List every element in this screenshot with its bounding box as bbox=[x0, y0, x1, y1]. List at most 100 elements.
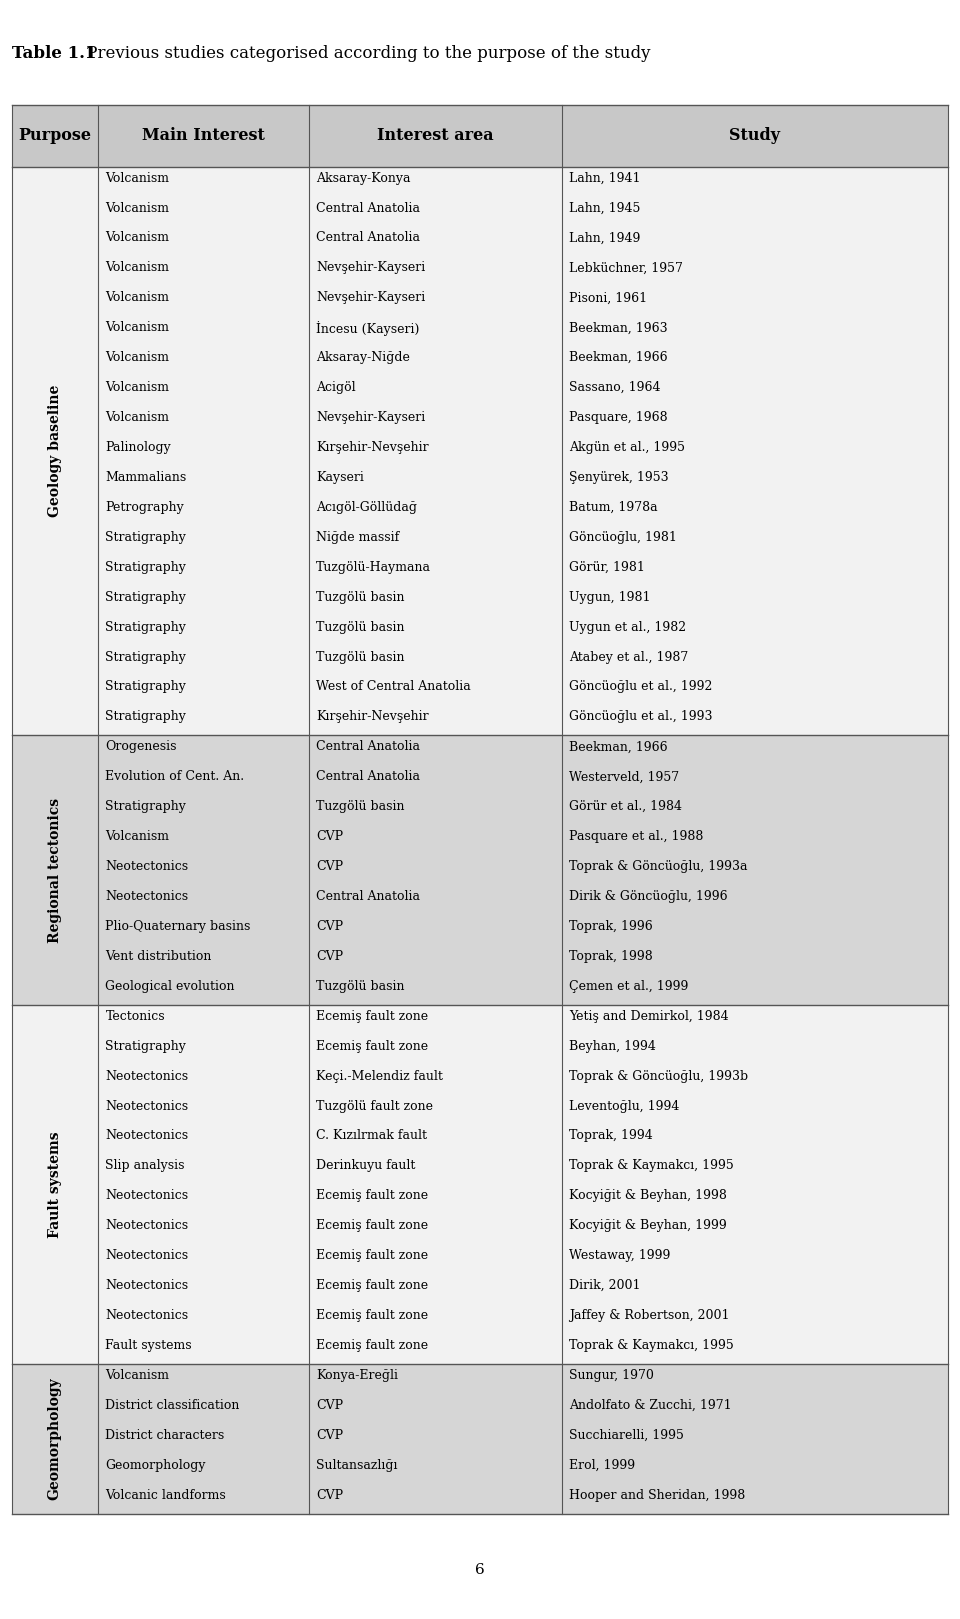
Text: Main Interest: Main Interest bbox=[142, 128, 265, 144]
Text: Stratigraphy: Stratigraphy bbox=[106, 711, 186, 724]
Text: Tuzgölü basin: Tuzgölü basin bbox=[316, 620, 405, 633]
Text: Göncüoğlu, 1981: Göncüoğlu, 1981 bbox=[569, 531, 677, 544]
Text: Toprak, 1996: Toprak, 1996 bbox=[569, 920, 653, 933]
Text: Dirik, 2001: Dirik, 2001 bbox=[569, 1279, 640, 1292]
Text: District classification: District classification bbox=[106, 1399, 240, 1412]
Text: Petrography: Petrography bbox=[106, 500, 184, 513]
Text: Yetiş and Demirkol, 1984: Yetiş and Demirkol, 1984 bbox=[569, 1010, 729, 1023]
Text: Tectonics: Tectonics bbox=[106, 1010, 165, 1023]
Text: Toprak & Kaymakcı, 1995: Toprak & Kaymakcı, 1995 bbox=[569, 1159, 734, 1172]
Text: Nevşehir-Kayseri: Nevşehir-Kayseri bbox=[316, 291, 425, 304]
Text: Slip analysis: Slip analysis bbox=[106, 1159, 185, 1172]
Text: Ecemiş fault zone: Ecemiş fault zone bbox=[316, 1039, 428, 1052]
Text: Leventoğlu, 1994: Leventoğlu, 1994 bbox=[569, 1099, 680, 1112]
Text: Görür, 1981: Görür, 1981 bbox=[569, 560, 645, 573]
Text: Neotectonics: Neotectonics bbox=[106, 1070, 188, 1083]
Text: Central Anatolia: Central Anatolia bbox=[316, 201, 420, 215]
Text: Evolution of Cent. An.: Evolution of Cent. An. bbox=[106, 771, 245, 784]
Text: CVP: CVP bbox=[316, 1430, 344, 1443]
Text: Geomorphology: Geomorphology bbox=[48, 1378, 61, 1501]
Text: Ecemiş fault zone: Ecemiş fault zone bbox=[316, 1250, 428, 1263]
Text: Kocyiğit & Beyhan, 1999: Kocyiğit & Beyhan, 1999 bbox=[569, 1219, 727, 1232]
Text: Volcanism: Volcanism bbox=[106, 411, 169, 424]
Text: Volcanic landforms: Volcanic landforms bbox=[106, 1489, 227, 1502]
Bar bbox=[12, 167, 948, 735]
Text: Toprak & Göncüoğlu, 1993a: Toprak & Göncüoğlu, 1993a bbox=[569, 860, 748, 873]
Text: Neotectonics: Neotectonics bbox=[106, 1219, 188, 1232]
Text: District characters: District characters bbox=[106, 1430, 225, 1443]
Text: Göncüoğlu et al., 1992: Göncüoğlu et al., 1992 bbox=[569, 680, 712, 693]
Text: Westaway, 1999: Westaway, 1999 bbox=[569, 1250, 671, 1263]
Text: Central Anatolia: Central Anatolia bbox=[316, 740, 420, 753]
Text: Purpose: Purpose bbox=[18, 128, 91, 144]
Text: Ecemiş fault zone: Ecemiş fault zone bbox=[316, 1339, 428, 1352]
Text: Tuzgölü basin: Tuzgölü basin bbox=[316, 651, 405, 664]
Text: Beyhan, 1994: Beyhan, 1994 bbox=[569, 1039, 656, 1052]
Text: Sassano, 1964: Sassano, 1964 bbox=[569, 380, 660, 393]
Text: Palinology: Palinology bbox=[106, 440, 171, 453]
Text: Neotectonics: Neotectonics bbox=[106, 1130, 188, 1143]
Text: Konya-Ereğli: Konya-Ereğli bbox=[316, 1370, 398, 1383]
Text: Central Anatolia: Central Anatolia bbox=[316, 232, 420, 244]
Text: Uygun et al., 1982: Uygun et al., 1982 bbox=[569, 620, 686, 633]
Text: Ecemiş fault zone: Ecemiş fault zone bbox=[316, 1010, 428, 1023]
Text: Kayseri: Kayseri bbox=[316, 471, 364, 484]
Bar bbox=[12, 1365, 948, 1514]
Text: Volcanism: Volcanism bbox=[106, 380, 169, 393]
Text: Volcanism: Volcanism bbox=[106, 232, 169, 244]
Text: Nevşehir-Kayseri: Nevşehir-Kayseri bbox=[316, 261, 425, 274]
Text: Table 1.1: Table 1.1 bbox=[12, 45, 96, 63]
Text: Neotectonics: Neotectonics bbox=[106, 1190, 188, 1203]
Text: Mammalians: Mammalians bbox=[106, 471, 186, 484]
Text: Neotectonics: Neotectonics bbox=[106, 1279, 188, 1292]
Text: Keçi.-Melendiz fault: Keçi.-Melendiz fault bbox=[316, 1070, 444, 1083]
Text: Kocyiğit & Beyhan, 1998: Kocyiğit & Beyhan, 1998 bbox=[569, 1190, 727, 1203]
Text: Central Anatolia: Central Anatolia bbox=[316, 890, 420, 903]
Text: Beekman, 1966: Beekman, 1966 bbox=[569, 351, 668, 364]
Text: Lebküchner, 1957: Lebküchner, 1957 bbox=[569, 261, 684, 274]
Text: 6: 6 bbox=[475, 1564, 485, 1577]
Text: Toprak & Göncüoğlu, 1993b: Toprak & Göncüoğlu, 1993b bbox=[569, 1070, 749, 1083]
Text: Tuzgölü basin: Tuzgölü basin bbox=[316, 979, 405, 992]
Bar bbox=[12, 105, 948, 167]
Text: Uygun, 1981: Uygun, 1981 bbox=[569, 591, 651, 604]
Text: Çemen et al., 1999: Çemen et al., 1999 bbox=[569, 979, 688, 992]
Text: Neotectonics: Neotectonics bbox=[106, 860, 188, 873]
Text: İncesu (Kayseri): İncesu (Kayseri) bbox=[316, 321, 420, 337]
Text: Sultansazlığı: Sultansazlığı bbox=[316, 1459, 397, 1472]
Text: Ecemiş fault zone: Ecemiş fault zone bbox=[316, 1310, 428, 1323]
Text: Volcanism: Volcanism bbox=[106, 321, 169, 334]
Text: CVP: CVP bbox=[316, 920, 344, 933]
Text: Acigöl: Acigöl bbox=[316, 380, 356, 393]
Text: Derinkuyu fault: Derinkuyu fault bbox=[316, 1159, 416, 1172]
Text: Stratigraphy: Stratigraphy bbox=[106, 591, 186, 604]
Text: Beekman, 1966: Beekman, 1966 bbox=[569, 740, 668, 753]
Text: Geology baseline: Geology baseline bbox=[48, 385, 61, 518]
Text: Volcanism: Volcanism bbox=[106, 261, 169, 274]
Text: Pasquare, 1968: Pasquare, 1968 bbox=[569, 411, 668, 424]
Text: Jaffey & Robertson, 2001: Jaffey & Robertson, 2001 bbox=[569, 1310, 730, 1323]
Text: CVP: CVP bbox=[316, 860, 344, 873]
Text: Stratigraphy: Stratigraphy bbox=[106, 620, 186, 633]
Text: CVP: CVP bbox=[316, 950, 344, 963]
Text: Stratigraphy: Stratigraphy bbox=[106, 680, 186, 693]
Text: Stratigraphy: Stratigraphy bbox=[106, 1039, 186, 1052]
Text: Niğde massif: Niğde massif bbox=[316, 531, 399, 544]
Text: Interest area: Interest area bbox=[376, 128, 493, 144]
Text: Regional tectonics: Regional tectonics bbox=[48, 798, 61, 942]
Text: Aksaray-Niğde: Aksaray-Niğde bbox=[316, 351, 410, 364]
Text: Pisoni, 1961: Pisoni, 1961 bbox=[569, 291, 647, 304]
Text: CVP: CVP bbox=[316, 1489, 344, 1502]
Text: Ecemiş fault zone: Ecemiş fault zone bbox=[316, 1219, 428, 1232]
Text: Fault systems: Fault systems bbox=[106, 1339, 192, 1352]
Text: Neotectonics: Neotectonics bbox=[106, 1310, 188, 1323]
Text: C. Kızılrmak fault: C. Kızılrmak fault bbox=[316, 1130, 427, 1143]
Text: Lahn, 1949: Lahn, 1949 bbox=[569, 232, 640, 244]
Text: Aksaray-Konya: Aksaray-Konya bbox=[316, 172, 411, 185]
Text: Görür et al., 1984: Görür et al., 1984 bbox=[569, 800, 683, 813]
Text: Beekman, 1963: Beekman, 1963 bbox=[569, 321, 668, 334]
Text: Lahn, 1945: Lahn, 1945 bbox=[569, 201, 640, 215]
Text: Toprak, 1994: Toprak, 1994 bbox=[569, 1130, 653, 1143]
Text: Plio-Quaternary basins: Plio-Quaternary basins bbox=[106, 920, 251, 933]
Text: Volcanism: Volcanism bbox=[106, 201, 169, 215]
